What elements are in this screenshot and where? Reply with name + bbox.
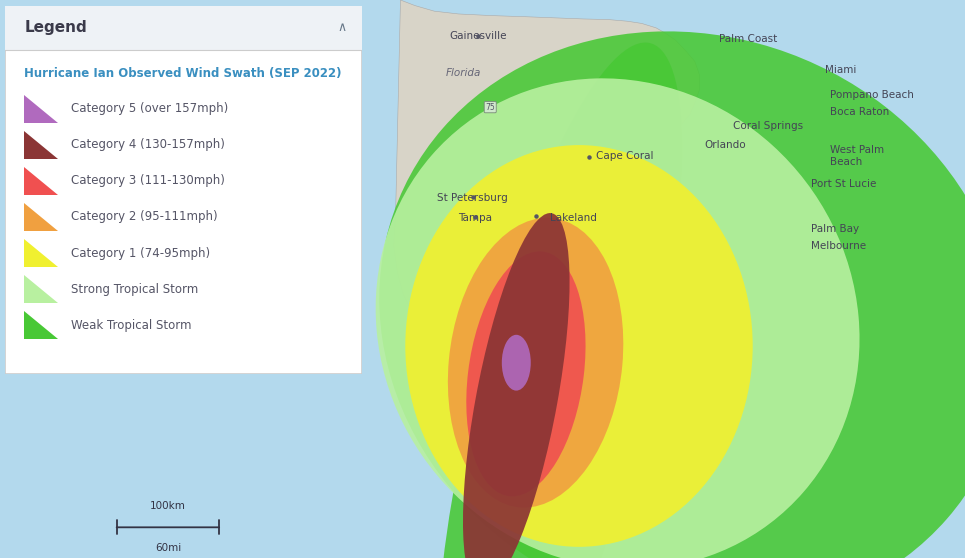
Polygon shape [24, 167, 58, 195]
Text: Hurricane Ian Observed Wind Swath (SEP 2022): Hurricane Ian Observed Wind Swath (SEP 2… [24, 67, 342, 80]
Text: 75: 75 [485, 103, 495, 112]
Ellipse shape [379, 31, 965, 558]
Polygon shape [24, 239, 58, 267]
Text: Strong Tropical Storm: Strong Tropical Storm [70, 283, 198, 296]
Polygon shape [24, 203, 58, 231]
Text: Weak Tropical Storm: Weak Tropical Storm [70, 319, 191, 332]
Text: Melbourne: Melbourne [811, 240, 866, 251]
Text: Pompano Beach: Pompano Beach [830, 90, 914, 100]
Polygon shape [24, 275, 58, 303]
Polygon shape [24, 131, 58, 159]
Text: Port St Lucie: Port St Lucie [811, 179, 876, 189]
Ellipse shape [463, 213, 569, 558]
FancyBboxPatch shape [5, 6, 362, 50]
Polygon shape [394, 0, 700, 321]
Text: West Palm
Beach: West Palm Beach [830, 146, 884, 167]
Text: Gulf of
Mexico: Gulf of Mexico [238, 321, 283, 349]
Text: Category 5 (over 157mph): Category 5 (over 157mph) [70, 102, 228, 115]
Polygon shape [24, 95, 58, 123]
Text: St Petersburg: St Petersburg [437, 193, 509, 203]
Text: Florida: Florida [446, 68, 481, 78]
Text: Category 3 (111-130mph): Category 3 (111-130mph) [70, 175, 225, 187]
Ellipse shape [448, 218, 623, 508]
Text: Coral Springs: Coral Springs [733, 121, 804, 131]
Text: Legend: Legend [24, 20, 87, 35]
Text: Orlando: Orlando [704, 140, 746, 150]
Polygon shape [24, 311, 58, 339]
Text: Palm Bay: Palm Bay [811, 224, 859, 234]
Ellipse shape [405, 145, 753, 547]
Text: 100km: 100km [150, 501, 186, 511]
Ellipse shape [502, 335, 531, 391]
FancyBboxPatch shape [5, 6, 362, 374]
Text: Tampa: Tampa [457, 213, 492, 223]
Text: Palm Coast: Palm Coast [719, 34, 777, 44]
Ellipse shape [375, 78, 860, 558]
Text: 60mi: 60mi [154, 543, 181, 553]
Text: Category 4 (130-157mph): Category 4 (130-157mph) [70, 138, 225, 151]
Ellipse shape [437, 42, 682, 558]
Text: Miami: Miami [825, 65, 857, 75]
Text: Category 1 (74-95mph): Category 1 (74-95mph) [70, 247, 210, 259]
Text: Boca Raton: Boca Raton [830, 107, 889, 117]
Text: Category 2 (95-111mph): Category 2 (95-111mph) [70, 210, 217, 223]
Text: ∧: ∧ [338, 21, 346, 34]
Text: Lakeland: Lakeland [550, 213, 597, 223]
Ellipse shape [466, 251, 586, 497]
Text: Gainesville: Gainesville [449, 31, 507, 41]
Text: Cape Coral: Cape Coral [596, 151, 654, 161]
